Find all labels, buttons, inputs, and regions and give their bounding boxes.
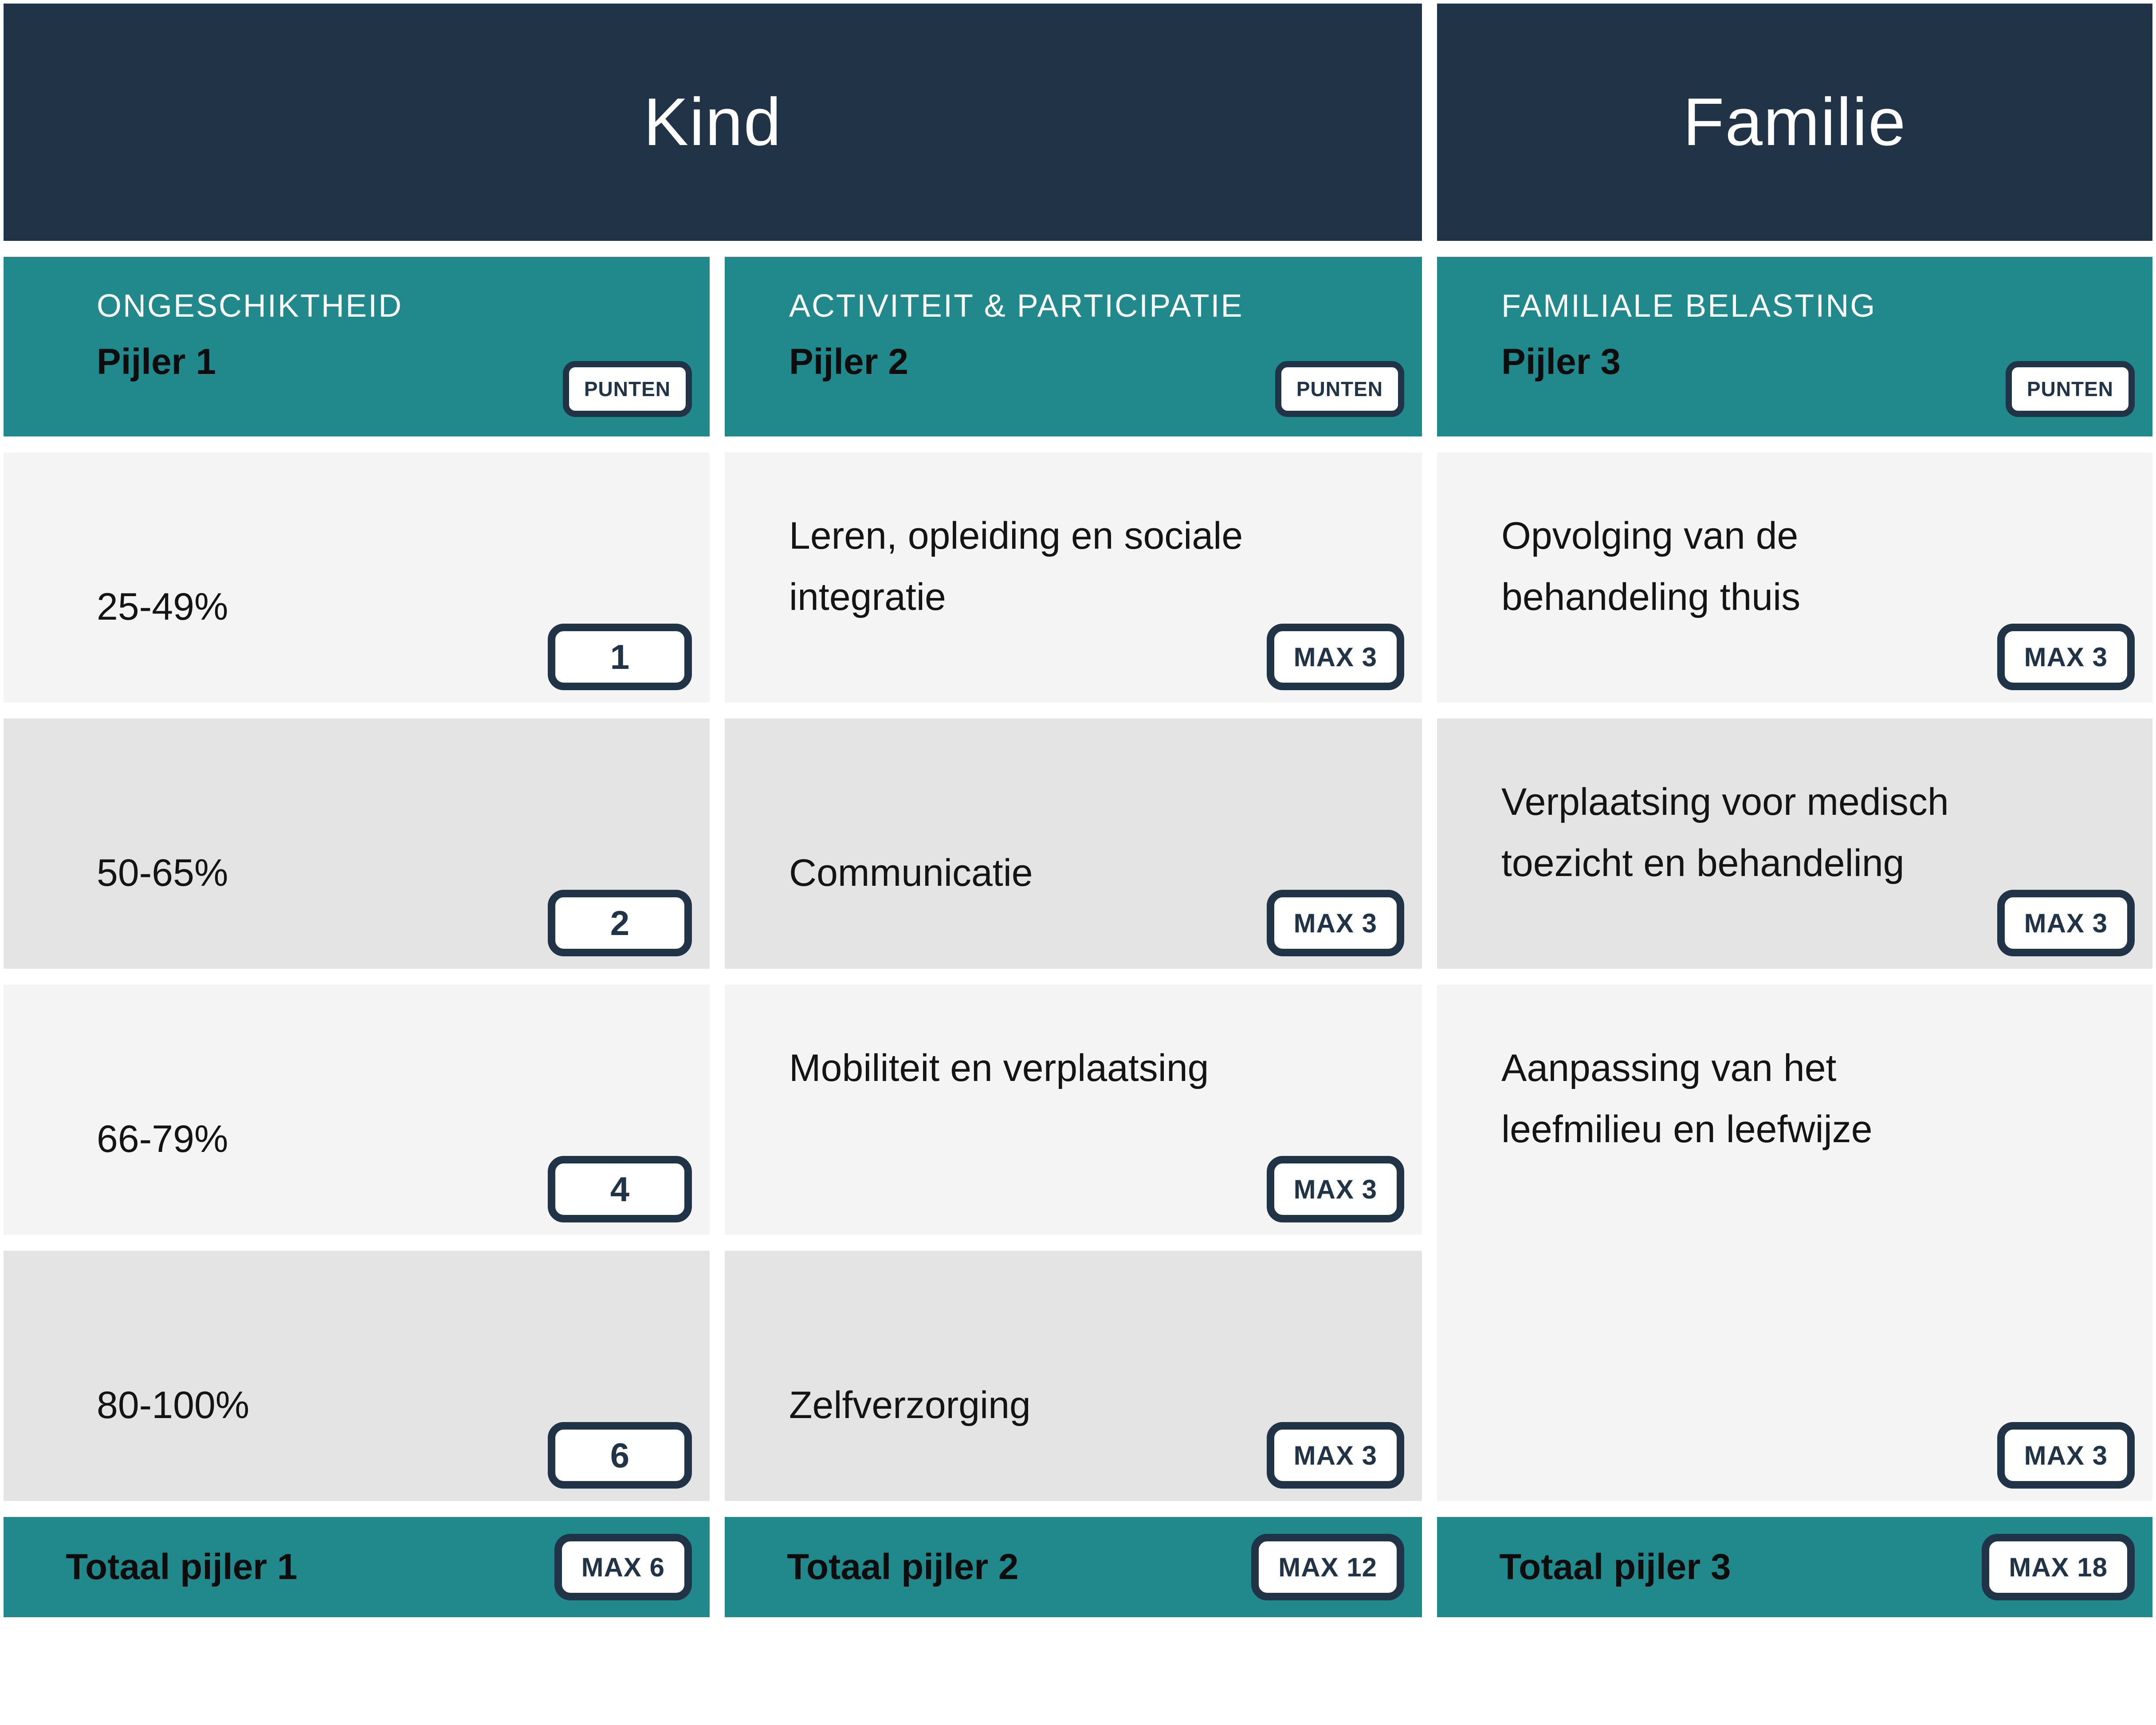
pillar1-row-80-100: 80-100% 6 xyxy=(4,1251,710,1501)
pillar3-row-aanpassing: Aanpassing van het leefmilieu en leefwij… xyxy=(1437,985,2152,1501)
criterion-label: Communicatie xyxy=(789,852,1033,894)
group-header-familie: Familie xyxy=(1437,4,2152,241)
pillar2-category-label: ACTIVITEIT & PARTICIPATIE xyxy=(789,288,1244,324)
total-max-badge: MAX 6 xyxy=(554,1534,692,1600)
criterion-label: Zelfverzorging xyxy=(789,1384,1031,1426)
max-points-badge: MAX 3 xyxy=(1997,1422,2135,1489)
pillar3-total-row: Totaal pijler 3 MAX 18 xyxy=(1437,1517,2152,1617)
pillar3-row-verplaatsing: Verplaatsing voor medisch toezicht en be… xyxy=(1437,719,2152,969)
pillar1-title: Pijler 1 xyxy=(97,342,216,382)
pillar2-row-zelfverzorging: Zelfverzorging MAX 3 xyxy=(725,1251,1422,1501)
pillar2-total-row: Totaal pijler 2 MAX 12 xyxy=(725,1517,1422,1617)
points-badge: 6 xyxy=(548,1422,692,1489)
total-label: Totaal pijler 2 xyxy=(787,1547,1019,1587)
pillar3-title: Pijler 3 xyxy=(1501,342,1621,382)
percent-range-label: 80-100% xyxy=(97,1384,250,1426)
max-points-badge: MAX 3 xyxy=(1266,624,1404,690)
pillar1-row-50-65: 50-65% 2 xyxy=(4,719,710,969)
total-max-badge: MAX 18 xyxy=(1982,1534,2135,1600)
criterion-label: Leren, opleiding en sociale integratie xyxy=(789,515,1243,618)
total-label: Totaal pijler 3 xyxy=(1499,1547,1731,1587)
total-max-badge: MAX 12 xyxy=(1251,1534,1404,1600)
max-points-badge: MAX 3 xyxy=(1266,1422,1404,1489)
max-points-badge: MAX 3 xyxy=(1266,890,1404,956)
pillar1-total-row: Totaal pijler 1 MAX 6 xyxy=(4,1517,710,1617)
pillar3-punten-badge: PUNTEN xyxy=(2005,361,2135,417)
group-header-familie-label: Familie xyxy=(1683,84,1907,160)
criterion-label: Verplaatsing voor medisch toezicht en be… xyxy=(1501,781,1949,884)
group-header-kind-label: Kind xyxy=(643,84,782,160)
criterion-label: Mobiliteit en verplaatsing xyxy=(789,1047,1209,1089)
pillar2-header: ACTIVITEIT & PARTICIPATIE Pijler 2 PUNTE… xyxy=(725,257,1422,436)
pillar1-row-25-49: 25-49% 1 xyxy=(4,452,710,703)
pillar3-row-opvolging: Opvolging van de behandeling thuis MAX 3 xyxy=(1437,452,2152,703)
score-table: Kind Familie ONGESCHIKTHEID Pijler 1 PUN… xyxy=(4,4,2152,1617)
pillar2-row-leren: Leren, opleiding en sociale integratie M… xyxy=(725,452,1422,703)
pillar3-category-label: FAMILIALE BELASTING xyxy=(1501,288,1877,324)
pillar2-title: Pijler 2 xyxy=(789,342,908,382)
percent-range-label: 25-49% xyxy=(97,585,228,628)
pillar1-header: ONGESCHIKTHEID Pijler 1 PUNTEN xyxy=(4,257,710,436)
pillar2-punten-badge: PUNTEN xyxy=(1275,361,1404,417)
points-badge: 4 xyxy=(548,1156,692,1222)
criterion-label: Opvolging van de behandeling thuis xyxy=(1501,515,1801,618)
criterion-label: Aanpassing van het leefmilieu en leefwij… xyxy=(1501,1047,1873,1151)
pillar1-row-66-79: 66-79% 4 xyxy=(4,985,710,1235)
pillar1-punten-badge: PUNTEN xyxy=(562,361,692,417)
pillar2-row-communicatie: Communicatie MAX 3 xyxy=(725,719,1422,969)
percent-range-label: 66-79% xyxy=(97,1118,228,1160)
max-points-badge: MAX 3 xyxy=(1997,624,2135,690)
pillar2-row-mobiliteit: Mobiliteit en verplaatsing MAX 3 xyxy=(725,985,1422,1235)
points-badge: 1 xyxy=(548,624,692,690)
points-badge: 2 xyxy=(548,890,692,956)
total-label: Totaal pijler 1 xyxy=(66,1547,298,1587)
group-header-kind: Kind xyxy=(4,4,1422,241)
pillar3-header: FAMILIALE BELASTING Pijler 3 PUNTEN xyxy=(1437,257,2152,436)
max-points-badge: MAX 3 xyxy=(1266,1156,1404,1222)
pillar1-category-label: ONGESCHIKTHEID xyxy=(97,288,403,324)
max-points-badge: MAX 3 xyxy=(1997,890,2135,956)
percent-range-label: 50-65% xyxy=(97,852,228,894)
